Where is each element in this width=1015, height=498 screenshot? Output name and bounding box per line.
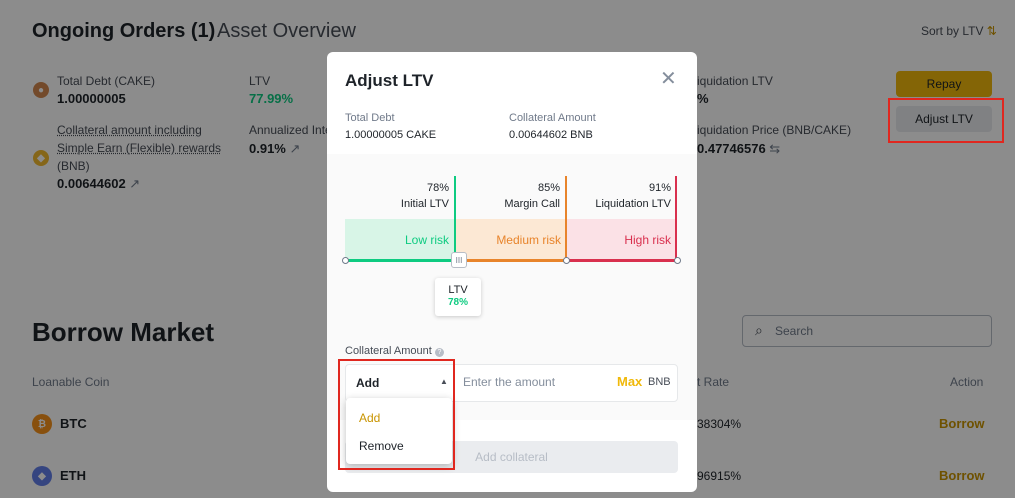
tab-ongoing-orders[interactable]: Ongoing Orders (1) xyxy=(32,20,216,42)
collateral-amount-label: Collateral Amount ? xyxy=(345,345,444,357)
add-remove-dropdown: Add Remove xyxy=(346,398,452,464)
marker-pct: 78% xyxy=(426,182,449,194)
search-placeholder: Search xyxy=(775,324,814,338)
col-loanable-coin: Loanable Coin xyxy=(32,375,110,389)
search-icon: ⌕ xyxy=(755,322,763,338)
ltv-value: 77.99% xyxy=(249,91,294,106)
caret-up-icon: ▲ xyxy=(440,377,448,386)
col-action: Action xyxy=(950,375,984,389)
adjust-ltv-modal: Adjust LTV ✕ Total Debt 1.00000005 CAKE … xyxy=(327,52,697,492)
track-end-dot xyxy=(674,257,681,264)
margin-call-line xyxy=(565,176,567,262)
add-remove-select[interactable]: Add ▲ xyxy=(348,367,452,399)
highlight-box xyxy=(338,359,455,470)
unit-label: BNB xyxy=(648,376,671,388)
sort-by-ltv[interactable]: Sort by LTV ⇅ xyxy=(921,24,997,38)
info-icon[interactable]: ? xyxy=(434,348,444,357)
dropdown-option-remove[interactable]: Remove xyxy=(359,439,404,453)
highlight-box xyxy=(888,98,1004,143)
repay-button[interactable]: Repay xyxy=(896,71,992,97)
medium-risk-zone: Medium risk xyxy=(455,219,567,261)
borrow-market-title: Borrow Market xyxy=(32,317,215,347)
cake-coin-icon: ● xyxy=(33,82,49,98)
ltv-tooltip-label: LTV xyxy=(448,284,468,296)
high-risk-zone: High risk xyxy=(567,219,677,261)
table-row-rate: 96915% xyxy=(697,469,742,483)
collateral-amount-label-text: Collateral Amount xyxy=(345,345,432,357)
liquidation-ltv-marker: 91% Liquidation LTV xyxy=(557,180,671,212)
marker-pct: 91% xyxy=(648,182,671,194)
collateral-label-line2: Simple Earn (Flexible) rewards xyxy=(57,141,222,155)
ltv-slider-handle[interactable]: III xyxy=(451,252,467,268)
collateral-label-line1: Collateral amount including xyxy=(57,123,202,137)
modal-total-debt-label: Total Debt xyxy=(345,112,395,124)
collateral-value-text: 0.00644602 xyxy=(57,176,126,191)
external-link-icon[interactable]: ↗ xyxy=(125,176,141,191)
liquidation-price-text: 0.47746576 xyxy=(697,141,766,156)
collateral-label-line3: (BNB) xyxy=(57,159,90,173)
col-rate: t Rate xyxy=(697,375,730,389)
ltv-tooltip: LTV 78% xyxy=(435,278,481,316)
adjust-ltv-button[interactable]: Adjust LTV xyxy=(896,106,992,132)
swap-icon[interactable]: ⇆ xyxy=(765,141,781,156)
ltv-label: LTV xyxy=(249,74,271,88)
liquidation-ltv-value: % xyxy=(697,91,709,106)
modal-title: Adjust LTV xyxy=(345,71,434,90)
sort-icon: ⇅ xyxy=(983,24,997,38)
low-risk-zone: Low risk xyxy=(345,219,455,261)
bnb-coin-icon: ◆ xyxy=(33,150,49,166)
modal-total-debt-value: 1.00000005 CAKE xyxy=(345,129,437,141)
total-debt-label: Total Debt (CAKE) xyxy=(57,74,156,88)
modal-collateral-label: Collateral Amount xyxy=(509,112,596,124)
modal-collateral-value: 0.00644602 BNB xyxy=(509,129,593,141)
initial-ltv-marker: 78% Initial LTV xyxy=(347,180,449,212)
max-button[interactable]: Max xyxy=(617,374,643,389)
table-row-rate: 38304% xyxy=(697,417,742,431)
liquidation-line xyxy=(675,176,677,262)
borrow-link[interactable]: Borrow xyxy=(939,416,985,431)
liquidation-price-value: 0.47746576 ⇆ xyxy=(697,141,780,157)
annualized-value: 0.91% ↗ xyxy=(249,141,300,157)
marker-label: Initial LTV xyxy=(400,198,449,210)
market-search-input[interactable]: ⌕ Search xyxy=(742,315,992,347)
track-low xyxy=(345,259,455,262)
table-row-coin: BTC xyxy=(60,416,87,431)
marker-pct: 85% xyxy=(537,182,560,194)
track-start-dot xyxy=(342,257,349,264)
table-row-coin: ETH xyxy=(60,468,86,483)
track-medium xyxy=(455,259,567,262)
annualized-label: Annualized Inte xyxy=(249,123,332,137)
dropdown-option-add[interactable]: Add xyxy=(359,411,381,425)
external-link-icon[interactable]: ↗ xyxy=(285,141,301,156)
borrow-link[interactable]: Borrow xyxy=(939,468,985,483)
margin-call-dot xyxy=(563,257,570,264)
eth-coin-icon: ◆ xyxy=(32,466,52,486)
close-icon[interactable]: ✕ xyxy=(660,68,677,90)
marker-label: Margin Call xyxy=(504,198,560,210)
liquidation-price-label: iquidation Price (BNB/CAKE) xyxy=(697,123,852,137)
liquidation-ltv-label: iquidation LTV xyxy=(697,74,773,88)
amount-input[interactable]: Enter the amount xyxy=(463,375,556,389)
collateral-value: 0.00644602 ↗ xyxy=(57,176,140,192)
annualized-value-text: 0.91% xyxy=(249,141,286,156)
total-debt-value: 1.00000005 xyxy=(57,91,126,106)
margin-call-marker: 85% Margin Call xyxy=(447,180,560,212)
track-high xyxy=(567,259,677,262)
btc-coin-icon: ₿ xyxy=(32,414,52,434)
tab-asset-overview[interactable]: Asset Overview xyxy=(217,20,356,42)
ltv-tooltip-value: 78% xyxy=(447,297,468,308)
marker-label: Liquidation LTV xyxy=(595,198,671,210)
sort-label: Sort by LTV xyxy=(921,24,984,38)
select-value: Add xyxy=(356,376,380,390)
initial-ltv-line xyxy=(454,176,456,262)
